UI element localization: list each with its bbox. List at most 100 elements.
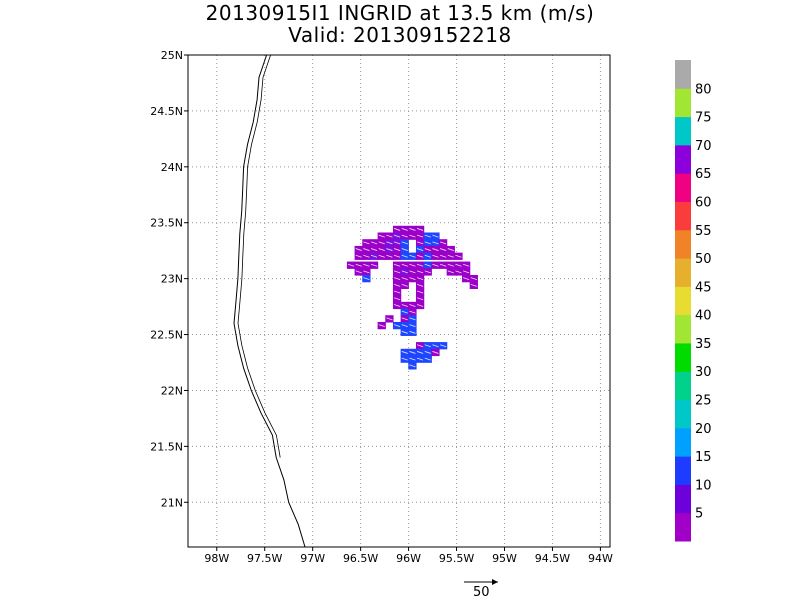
wind-vector <box>416 234 424 238</box>
x-tick-label: 94W <box>588 552 613 565</box>
wind-vector <box>463 270 470 274</box>
wind-vector <box>416 241 424 245</box>
wind-vector <box>416 254 424 258</box>
wind-vector <box>416 270 424 274</box>
wind-vector <box>401 304 408 307</box>
wind-speed-cells <box>346 225 478 370</box>
colorbar-label: 50 <box>695 252 712 267</box>
wind-vector <box>424 248 431 251</box>
wind-vector <box>363 263 370 267</box>
wind-vector <box>393 248 401 251</box>
colorbar-label: 25 <box>695 394 712 409</box>
wind-vector <box>416 248 424 251</box>
wind-vector <box>370 248 378 251</box>
wind-vector <box>347 263 355 267</box>
wind-vector <box>447 248 454 251</box>
wind-vector <box>409 310 416 314</box>
wind-vector <box>439 254 447 258</box>
colorbar-segment <box>675 512 691 542</box>
colorbar-label: 65 <box>695 167 712 182</box>
wind-vector <box>401 270 408 274</box>
wind-vector <box>439 248 447 251</box>
wind-vector <box>424 254 431 258</box>
wind-vector <box>401 330 408 334</box>
wind-vector <box>401 228 408 231</box>
wind-vector <box>416 304 424 307</box>
wind-vector <box>386 254 393 258</box>
wind-vector <box>447 270 454 274</box>
wind-vector <box>463 277 470 281</box>
wind-vector <box>424 270 431 274</box>
colorbar: 5 10 15 20 25 30 35 40 45 50 55 60 65 70 75 80 <box>675 60 712 542</box>
wind-vector <box>401 351 408 354</box>
wind-vector <box>416 351 424 354</box>
wind-vector <box>432 248 439 251</box>
wind-vector <box>393 277 401 281</box>
barrier-island-path <box>237 54 281 458</box>
wind-vector <box>432 241 439 245</box>
wind-vector <box>416 277 424 281</box>
wind-vector <box>424 351 431 354</box>
colorbar-label: 20 <box>695 422 712 437</box>
colorbar-label: 5 <box>695 507 703 522</box>
colorbar-segment <box>675 88 691 118</box>
colorbar-segment <box>675 286 691 316</box>
wind-vector <box>432 344 439 348</box>
colorbar-segment <box>675 484 691 514</box>
wind-vector <box>424 263 431 267</box>
colorbar-label: 70 <box>695 139 712 154</box>
wind-vector <box>409 270 416 274</box>
colorbar-segment <box>675 258 691 287</box>
wind-vector <box>393 234 401 238</box>
colorbar-label: 45 <box>695 280 712 295</box>
wind-vector <box>386 248 393 251</box>
wind-vector <box>455 270 462 274</box>
wind-vector <box>355 254 362 258</box>
map-title: 20130915I1 INGRID at 13.5 km (m/s) <box>205 1 595 25</box>
wind-vector <box>470 277 477 281</box>
wind-vector <box>409 234 416 238</box>
wind-vector <box>393 290 401 294</box>
y-tick-label: 22N <box>161 384 183 397</box>
wind-vector <box>386 234 393 238</box>
wind-vector <box>393 263 401 267</box>
wind-vector <box>447 263 454 267</box>
colorbar-segment <box>675 427 691 457</box>
wind-vector <box>393 324 401 327</box>
wind-vector <box>439 263 447 267</box>
wind-vector <box>416 357 424 361</box>
wind-vector <box>378 241 385 245</box>
wind-vector <box>447 254 454 258</box>
coastline <box>233 54 306 548</box>
y-tick-label: 23N <box>161 273 183 286</box>
wind-vector <box>455 263 462 267</box>
wind-vector <box>401 248 408 251</box>
wind-vector <box>386 241 393 245</box>
reference-vector-label: 50 <box>473 585 490 600</box>
colorbar-label: 35 <box>695 337 712 352</box>
wind-vector <box>393 304 401 307</box>
wind-vector <box>370 241 378 245</box>
wind-vector <box>401 263 408 267</box>
colorbar-segment <box>675 456 691 485</box>
colorbar-label: 15 <box>695 450 712 465</box>
y-tick-label: 23.5N <box>150 217 183 230</box>
longitude-ticks: 98W 97.5W 97W 96.5W 96W 95.5W 95W 94.5W 94W <box>204 547 613 565</box>
wind-vector <box>424 357 431 361</box>
wind-vector <box>463 263 470 267</box>
wind-vector <box>409 263 416 267</box>
map-subtitle: Valid: 201309152218 <box>288 23 512 47</box>
x-tick-label: 98W <box>204 552 229 565</box>
wind-vector <box>378 324 385 327</box>
x-tick-label: 96.5W <box>343 552 378 565</box>
x-tick-label: 95W <box>492 552 517 565</box>
wind-vector <box>401 254 408 258</box>
wind-vector <box>363 254 370 258</box>
wind-vector <box>432 351 439 354</box>
colorbar-segment <box>675 342 691 372</box>
wind-vector <box>378 248 385 251</box>
wind-vector <box>409 357 416 361</box>
colorbar-label: 30 <box>695 365 712 380</box>
colorbar-segment <box>675 116 691 146</box>
